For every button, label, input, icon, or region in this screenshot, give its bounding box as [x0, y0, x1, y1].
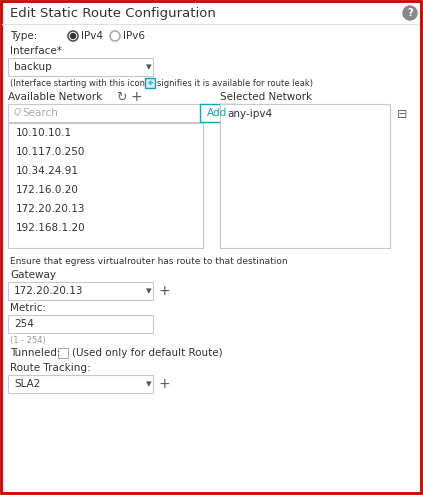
Text: IPv6: IPv6: [123, 31, 145, 41]
Text: 192.168.1.20: 192.168.1.20: [16, 223, 85, 233]
FancyBboxPatch shape: [58, 348, 68, 358]
Text: Metric:: Metric:: [10, 303, 46, 313]
Text: (Interface starting with this icon: (Interface starting with this icon: [10, 80, 148, 89]
Text: Ensure that egress virtualrouter has route to that destination: Ensure that egress virtualrouter has rou…: [10, 257, 288, 266]
Text: 254: 254: [14, 319, 34, 329]
Text: Gateway: Gateway: [10, 270, 56, 280]
Text: signifies it is available for route leak): signifies it is available for route leak…: [157, 80, 313, 89]
FancyBboxPatch shape: [8, 315, 153, 333]
FancyBboxPatch shape: [8, 282, 153, 300]
Text: ▾: ▾: [146, 286, 151, 296]
Text: Type:: Type:: [10, 31, 37, 41]
Text: ▾: ▾: [146, 379, 151, 389]
Text: ↻: ↻: [116, 91, 126, 103]
Text: +: +: [158, 284, 170, 298]
Text: Edit Static Route Configuration: Edit Static Route Configuration: [10, 6, 216, 19]
Text: Tunneled:: Tunneled:: [10, 348, 60, 358]
Circle shape: [403, 6, 417, 20]
Text: Interface*: Interface*: [10, 46, 62, 56]
Circle shape: [71, 34, 75, 39]
Text: SLA2: SLA2: [14, 379, 40, 389]
Text: Search: Search: [22, 108, 58, 118]
Text: Available Network: Available Network: [8, 92, 102, 102]
Text: ▾: ▾: [146, 62, 151, 72]
Text: any-ipv4: any-ipv4: [227, 109, 272, 119]
FancyBboxPatch shape: [8, 375, 153, 393]
FancyBboxPatch shape: [145, 78, 155, 88]
Text: 172.20.20.13: 172.20.20.13: [16, 204, 85, 214]
FancyBboxPatch shape: [220, 104, 390, 248]
Text: (1 - 254): (1 - 254): [10, 336, 46, 345]
Text: 10.34.24.91: 10.34.24.91: [16, 166, 79, 176]
Text: Add: Add: [207, 108, 228, 118]
Text: backup: backup: [14, 62, 52, 72]
Text: Route Tracking:: Route Tracking:: [10, 363, 91, 373]
Text: 172.16.0.20: 172.16.0.20: [16, 185, 79, 195]
FancyBboxPatch shape: [8, 123, 203, 248]
Text: (Used only for default Route): (Used only for default Route): [72, 348, 222, 358]
Text: Selected Network: Selected Network: [220, 92, 312, 102]
Text: Q: Q: [14, 108, 21, 117]
FancyBboxPatch shape: [200, 104, 235, 122]
Text: ✤: ✤: [147, 81, 153, 86]
Text: 10.10.10.1: 10.10.10.1: [16, 128, 72, 138]
FancyBboxPatch shape: [8, 58, 153, 76]
Text: 10.117.0.250: 10.117.0.250: [16, 147, 85, 157]
Text: IPv4: IPv4: [81, 31, 103, 41]
FancyBboxPatch shape: [8, 104, 203, 122]
Text: +: +: [158, 377, 170, 391]
Text: ?: ?: [407, 8, 413, 18]
Text: ⊟: ⊟: [397, 107, 407, 120]
Text: +: +: [130, 90, 142, 104]
Text: 172.20.20.13: 172.20.20.13: [14, 286, 83, 296]
